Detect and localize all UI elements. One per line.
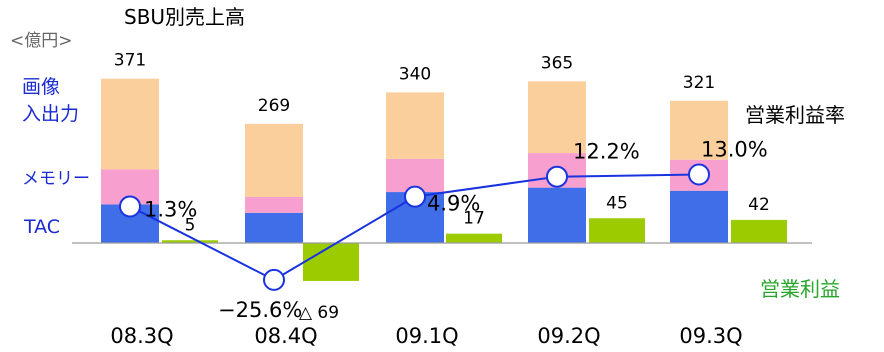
margin-marker xyxy=(263,268,285,291)
labels-layer: 371 08.3Q 269 08.4Q 340 09.1Q 365 09.2Q 321 09.3Q… xyxy=(110,51,769,348)
sales-bar-09.3Q-seg2 xyxy=(670,100,728,160)
margin-value-label: 4.9% xyxy=(427,192,480,216)
margin-marker xyxy=(546,165,568,188)
sales-bar-09.1Q-seg2 xyxy=(386,92,444,159)
legend-image-line1: 画像 xyxy=(22,76,60,98)
sales-bar-09.3Q-seg0 xyxy=(670,190,728,243)
category-label: 09.3Q xyxy=(679,324,742,348)
profit-bar-08.4Q xyxy=(303,243,359,281)
profit-series-name: 営業利益 xyxy=(760,277,840,301)
sales-bar-09.2Q-seg0 xyxy=(528,187,586,243)
margin-marker xyxy=(688,163,710,186)
sales-bar-08.3Q-seg2 xyxy=(101,78,159,170)
profit-value-label: 42 xyxy=(748,195,770,215)
chart-title: SBU別売上高 xyxy=(124,5,245,29)
sales-bar-08.4Q-seg2 xyxy=(245,123,303,197)
profit-value-label: 17 xyxy=(463,209,485,229)
sales-total-label: 269 xyxy=(258,96,290,116)
sales-bar-08.4Q-seg1 xyxy=(245,196,303,213)
sales-total-label: 321 xyxy=(683,73,715,93)
unit-label: <億円> xyxy=(10,31,73,51)
stack-legend: 画像 入出力 メモリー TAC xyxy=(22,76,90,238)
category-label: 08.4Q xyxy=(254,324,317,348)
category-label: 09.2Q xyxy=(537,324,600,348)
margin-value-label: 13.0% xyxy=(701,138,768,162)
profit-bar-08.3Q xyxy=(162,240,218,243)
margin-value-label: −25.6% xyxy=(218,298,302,322)
bars-layer xyxy=(101,78,787,281)
profit-bar-09.1Q xyxy=(446,233,502,243)
legend-image-line2: 入出力 xyxy=(22,103,79,125)
profit-bar-09.2Q xyxy=(589,218,645,243)
margin-marker xyxy=(404,185,426,208)
margin-line-layer xyxy=(119,163,710,291)
margin-series-name: 営業利益率 xyxy=(745,103,845,127)
legend-tac: TAC xyxy=(23,216,60,238)
margin-marker xyxy=(119,195,141,218)
sales-bar-08.4Q-seg0 xyxy=(245,212,303,243)
category-label: 09.1Q xyxy=(395,324,458,348)
sales-total-label: 365 xyxy=(541,53,573,73)
profit-value-label: △ 69 xyxy=(299,303,339,323)
sales-total-label: 371 xyxy=(114,51,146,71)
profit-value-label: 5 xyxy=(185,215,196,235)
profit-value-label: 45 xyxy=(606,193,628,213)
sales-bar-09.2Q-seg2 xyxy=(528,81,586,154)
category-label: 08.3Q xyxy=(110,324,173,348)
sales-total-label: 340 xyxy=(399,64,431,84)
legend-memory: メモリー xyxy=(22,169,90,189)
margin-value-label: 1.3% xyxy=(144,197,197,221)
profit-bar-09.3Q xyxy=(731,219,787,243)
margin-value-label: 12.2% xyxy=(573,140,640,164)
